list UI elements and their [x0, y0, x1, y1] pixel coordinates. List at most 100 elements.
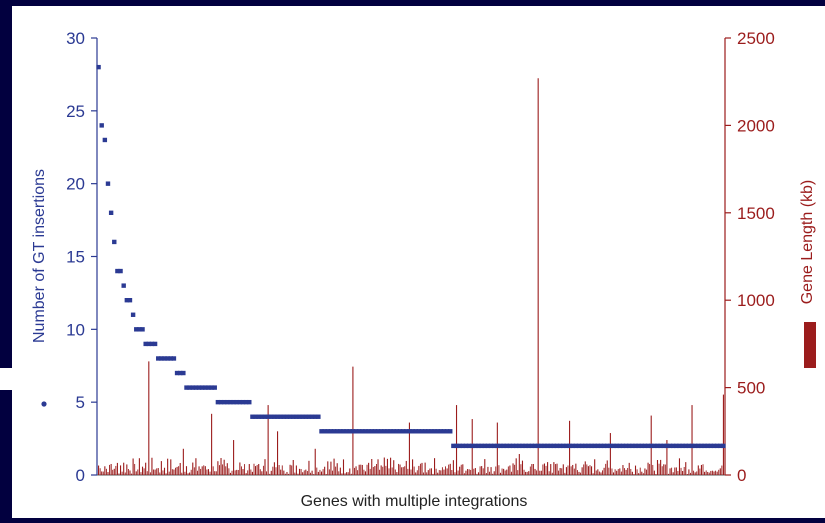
insertion-point	[583, 443, 588, 449]
insertion-point	[96, 64, 101, 70]
insertion-point	[454, 443, 459, 449]
insertion-point	[539, 443, 544, 449]
insertion-point	[391, 429, 396, 434]
insertion-point	[353, 429, 359, 434]
insertion-point	[193, 385, 199, 390]
insertion-point	[561, 443, 566, 449]
insertion-point	[598, 443, 604, 449]
legend-bar-marker	[804, 322, 816, 368]
insertion-point	[429, 429, 434, 434]
insertion-point	[152, 341, 158, 347]
insertion-point	[341, 429, 346, 434]
insertion-point	[291, 414, 296, 419]
insertion-point	[683, 443, 688, 449]
insertion-point	[234, 399, 239, 405]
insertion-point	[652, 443, 657, 449]
insertion-point	[548, 443, 553, 449]
insertion-point	[526, 443, 531, 449]
insertion-point	[627, 443, 632, 449]
insertion-point	[134, 327, 139, 332]
insertion-point	[642, 443, 648, 449]
insertion-point	[190, 385, 195, 390]
insertion-point	[410, 429, 415, 434]
insertion-point	[692, 443, 698, 449]
insertion-point	[231, 399, 236, 405]
insertion-dots	[96, 64, 726, 449]
insertion-point	[394, 429, 400, 434]
insertion-point	[658, 443, 663, 449]
insertion-point	[570, 443, 575, 449]
insertion-point	[664, 443, 670, 449]
insertion-point	[319, 429, 324, 434]
insertion-point	[325, 429, 330, 434]
insertion-point	[140, 327, 145, 332]
insertion-point	[259, 414, 265, 419]
insertion-point	[705, 443, 710, 449]
insertion-point	[243, 399, 249, 405]
insertion-point	[156, 356, 161, 361]
insertion-point	[250, 414, 255, 419]
insertion-point	[356, 429, 362, 434]
insertion-point	[162, 356, 167, 361]
insertion-point	[366, 429, 371, 434]
insertion-point	[605, 443, 610, 449]
insertion-point	[567, 443, 572, 449]
insertion-point	[438, 429, 444, 434]
insertion-point	[99, 123, 104, 128]
insertion-point	[171, 356, 177, 361]
left-tick-label: 5	[76, 393, 85, 412]
insertion-point	[655, 443, 660, 449]
chart-panel: 0 5 10 15 20 25 30 0 500 1000 1500 2000 2500 Genes …	[12, 6, 825, 518]
right-y-axis-title: Gene Length (kb)	[799, 180, 816, 305]
insertion-point	[143, 341, 148, 347]
insertion-point	[187, 385, 192, 390]
insertion-point	[382, 429, 387, 434]
insertion-point	[579, 443, 585, 449]
insertion-point	[686, 443, 692, 449]
plot-area	[96, 38, 726, 476]
insertion-point	[520, 443, 525, 449]
insertion-point	[165, 356, 170, 361]
insertion-point	[501, 443, 506, 449]
insertion-point	[419, 429, 425, 434]
insertion-point	[237, 399, 243, 405]
insertion-point	[256, 414, 261, 419]
insertion-point	[275, 414, 280, 419]
insertion-point	[294, 414, 299, 419]
insertion-point	[407, 429, 412, 434]
insertion-point	[168, 356, 173, 361]
insertion-point	[363, 429, 368, 434]
insertion-point	[287, 414, 293, 419]
insertion-point	[360, 429, 365, 434]
insertion-point	[460, 443, 466, 449]
insertion-point	[696, 443, 701, 449]
insertion-point	[422, 429, 428, 434]
legend	[41, 322, 816, 407]
insertion-point	[369, 429, 374, 434]
insertion-point	[535, 443, 541, 449]
insertion-point	[448, 429, 453, 434]
insertion-point	[523, 443, 528, 449]
insertion-point	[639, 443, 644, 449]
insertion-point	[699, 443, 704, 449]
insertion-point	[344, 429, 349, 434]
right-tick-label: 500	[737, 379, 765, 398]
insertion-point	[645, 443, 651, 449]
insertion-point	[137, 327, 142, 332]
insertion-point	[557, 443, 563, 449]
insertion-point	[595, 443, 601, 449]
insertion-point	[667, 443, 673, 449]
insertion-point	[492, 443, 497, 449]
insertion-point	[633, 443, 638, 449]
insertion-point	[203, 385, 208, 390]
left-tick-label: 15	[66, 248, 85, 267]
left-tick-label: 20	[66, 175, 85, 194]
insertion-point	[488, 443, 494, 449]
left-y-axis: 0 5 10 15 20 25 30	[66, 29, 97, 485]
insertion-point	[623, 443, 629, 449]
insertion-point	[636, 443, 641, 449]
insertion-point	[573, 443, 579, 449]
insertion-point	[661, 443, 666, 449]
insertion-point	[102, 137, 108, 143]
